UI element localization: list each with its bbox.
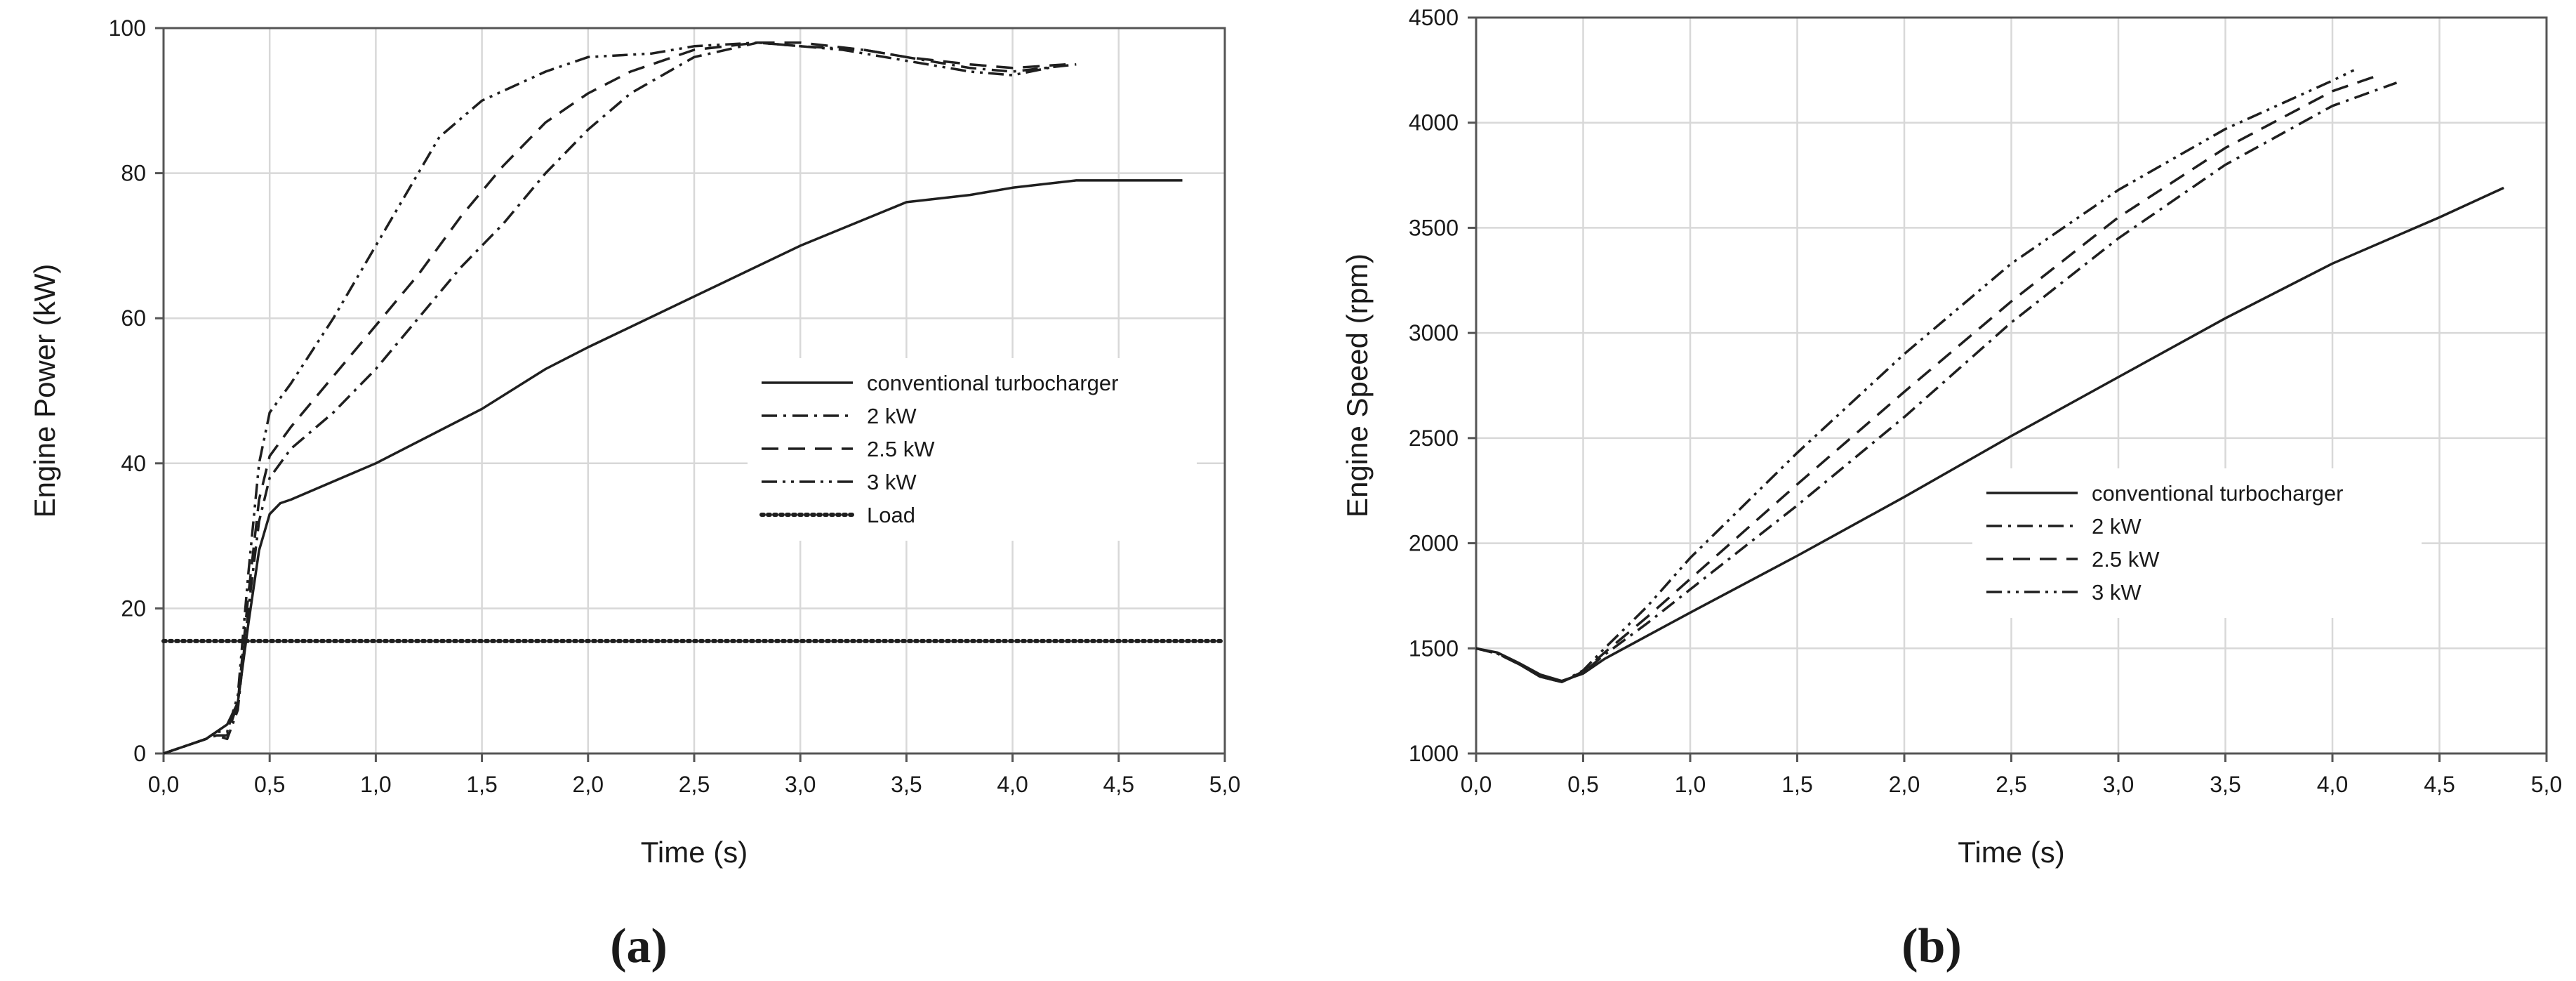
x-tick-label: 0,0 [148,772,179,797]
legend-label: conventional turbocharger [2092,481,2343,506]
x-tick-label: 1,5 [466,772,497,797]
y-tick-label: 20 [121,595,146,621]
x-tick-label: 0,5 [1567,772,1598,797]
legend: conventional turbocharger 2 kW 2.5 kW 3 kW L… [748,358,1197,541]
x-tick-label: 5,0 [1209,772,1240,797]
plot-frame [162,27,1226,755]
x-axis-title: Time (s) [641,836,748,869]
x-tick-label: 4,0 [2317,772,2348,797]
legend-label: 2.5 kW [2092,547,2160,572]
panel-label: (b) [1901,919,1962,973]
x-tick-label: 5,0 [2531,772,2562,797]
panel-label: (a) [610,919,668,973]
y-tick-label: 4500 [1409,5,1459,30]
plot-frame [1475,16,2548,755]
legend-label: Load [867,503,915,527]
series-line-2-kw [1475,81,2398,683]
x-tick-label: 2,0 [573,772,604,797]
x-tick-label: 4,5 [2424,772,2455,797]
y-tick-label: 40 [121,451,146,476]
legend-label: 2 kW [867,404,917,428]
y-tick-label: 1500 [1409,636,1459,661]
legend-label: 3 kW [867,470,917,494]
x-tick-label: 2,5 [1996,772,2026,797]
y-tick-label: 2000 [1409,531,1459,556]
series-line-3-kw [1475,69,2355,683]
x-tick-label: 0,0 [1461,772,1492,797]
series-line-2-5-kw [163,41,1066,755]
x-axis-title: Time (s) [1958,836,2064,869]
series-line-conventional-turbocharger [163,179,1183,755]
chart-panel-b: 0,0 0,5 1,0 1,5 2,0 2,5 3,0 3,5 4,0 4,5 5,0 1000 150… [1341,5,2562,973]
x-tick-label: 1,5 [1781,772,1812,797]
legend: conventional turbocharger 2 kW 2.5 kW 3 kW [1972,468,2422,618]
legend-label: conventional turbocharger [867,371,1118,395]
series-line-3-kw [163,41,1066,755]
y-tick-label: 60 [121,305,146,331]
x-tick-label: 3,5 [2210,772,2240,797]
x-tick-label: 1,0 [360,772,391,797]
y-tick-label: 3000 [1409,320,1459,345]
chart-panel-a: 0,0 0,5 1,0 1,5 2,0 2,5 3,0 3,5 4,0 4,5 5,0 0 20 40 60… [28,15,1240,973]
legend-label: 2 kW [2092,514,2142,539]
x-tick-label: 2,0 [1889,772,1920,797]
x-tick-label: 1,0 [1675,772,1706,797]
y-tick-label: 80 [121,161,146,186]
x-tick-label: 3,5 [891,772,922,797]
series-line-conventional-turbocharger [1475,186,2504,683]
x-tick-label: 0,5 [254,772,285,797]
x-tick-label: 4,0 [997,772,1028,797]
legend-label: 2.5 kW [867,437,935,461]
x-tick-label: 2,5 [679,772,710,797]
y-axis-title: Engine Speed (rpm) [1341,254,1374,518]
x-tick-label: 3,0 [2103,772,2134,797]
y-tick-label: 1000 [1409,741,1459,766]
y-tick-label: 100 [109,15,146,41]
x-tick-label: 4,5 [1103,772,1134,797]
x-tick-label: 3,0 [785,772,816,797]
series-line-2-5-kw [1475,75,2376,683]
y-tick-label: 3500 [1409,215,1459,240]
y-tick-label: 0 [133,741,146,766]
y-axis-title: Engine Power (kW) [28,264,61,518]
legend-label: 3 kW [2092,580,2142,605]
y-tick-label: 4000 [1409,110,1459,136]
y-tick-label: 2500 [1409,426,1459,451]
